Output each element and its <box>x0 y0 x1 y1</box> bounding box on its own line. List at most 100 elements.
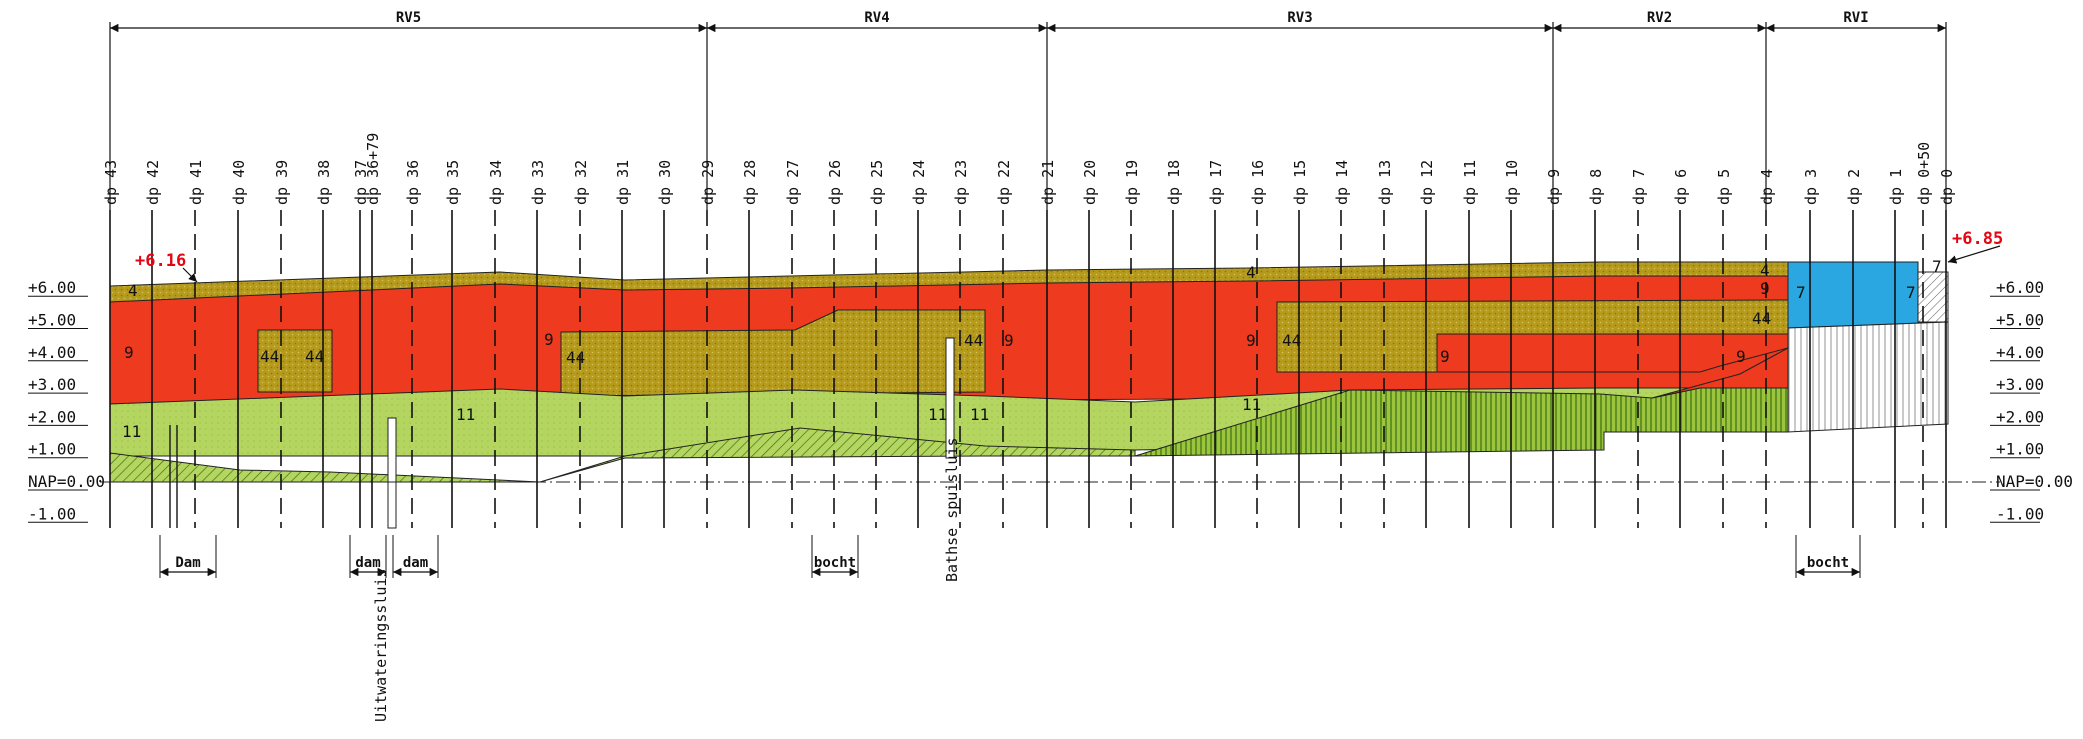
layer-label-top-4: 4 <box>1760 261 1770 280</box>
structure-bar-a <box>387 417 397 529</box>
range-label-3: bocht <box>814 555 856 571</box>
layer-label-blue-0: 7 <box>1932 257 1942 276</box>
crest-arrow-1 <box>1947 245 2001 264</box>
dp-label-dp-35: dp 35 <box>444 160 462 205</box>
layer-label-block-38: 44 <box>305 347 324 366</box>
dp-label-dp-24: dp 24 <box>910 160 928 205</box>
range-label-1: dam <box>355 555 380 571</box>
dp-label-dp-11: dp 11 <box>1461 160 1479 205</box>
elevation-label-left-2: +4.00 <box>28 343 76 362</box>
layer-dhatch <box>109 427 1136 483</box>
elevation-label-left-0: +6.00 <box>28 278 76 297</box>
dp-label-dp-16: dp 16 <box>1249 160 1267 205</box>
soil-layers <box>109 261 1949 529</box>
elevation-label-right-5: +1.00 <box>1996 440 2044 459</box>
section-label-RV4: RV4 <box>864 10 889 26</box>
dp-label-dp-27: dp 27 <box>784 160 802 205</box>
range-label-0: Dam <box>175 555 200 571</box>
dp-label-dp-21: dp 21 <box>1039 160 1057 205</box>
elevation-label-left-3: +3.00 <box>28 375 76 394</box>
layer-label-blue-1: 7 <box>1906 283 1916 302</box>
elevation-label-left-5: +1.00 <box>28 440 76 459</box>
layer-white-dhatch <box>1917 271 1949 323</box>
dp-label-dp-34: dp 34 <box>487 160 505 205</box>
layer-label-green-left: 11 <box>122 422 141 441</box>
dp-label-dp-31: dp 31 <box>614 160 632 205</box>
elevation-label-left-1: +5.00 <box>28 311 76 330</box>
dp-label-dp-32: dp 32 <box>572 160 590 205</box>
dp-label-dp-29: dp 29 <box>699 160 717 205</box>
dp-label-dp-8: dp 8 <box>1587 169 1605 205</box>
layer-label-red-4b: 9 <box>1736 347 1746 366</box>
layer-white-hatch <box>1787 321 1949 433</box>
dp-label-dp-39: dp 39 <box>273 160 291 205</box>
dp-label-dp-25: dp 25 <box>868 160 886 205</box>
layer-label-block-22: 44 <box>964 331 983 350</box>
layer-label-block-39: 44 <box>260 347 279 366</box>
dp-label-dp-30: dp 30 <box>656 160 674 205</box>
layer-label-top-17: 4 <box>1246 263 1256 282</box>
range-label-2: dam <box>403 555 428 571</box>
section-label-RV5: RV5 <box>396 10 421 26</box>
structure-label-1: Bathse spuisluis <box>943 438 961 583</box>
dp-label-dp-12: dp 12 <box>1418 160 1436 205</box>
dp-label-dp-41: dp 41 <box>187 160 205 205</box>
structure-bar-b <box>945 337 955 459</box>
layer-label-green-34: 11 <box>456 405 475 424</box>
dp-label-dp-36: dp 36 <box>404 160 422 205</box>
dp-label-dp-1: dp 1 <box>1887 169 1905 205</box>
dp-label-dp-37: dp 37 <box>352 160 370 205</box>
elevation-label-right-1: +5.00 <box>1996 311 2044 330</box>
section-label-RV3: RV3 <box>1287 10 1312 26</box>
dp-label-dp-18: dp 18 <box>1165 160 1183 205</box>
elevation-label-right-3: +3.00 <box>1996 375 2044 394</box>
layer-label-blue-3: 7 <box>1796 283 1806 302</box>
dp-label-dp-19: dp 19 <box>1123 160 1141 205</box>
dp-label-dp-9: dp 9 <box>1545 169 1563 205</box>
elevation-label-right-7: -1.00 <box>1996 504 2044 523</box>
layer-label-red-12: 9 <box>1440 347 1450 366</box>
elevation-label-right-4: +2.00 <box>1996 407 2044 426</box>
dp-label-dp-42: dp 42 <box>144 160 162 205</box>
dp-label-dp-0: dp 0 <box>1938 169 1956 205</box>
dp-label-dp-0plus50: dp 0+50 <box>1915 142 1933 205</box>
elevation-label-left-4: +2.00 <box>28 407 76 426</box>
dp-label-dp-28: dp 28 <box>741 160 759 205</box>
layer-label-red-left: 9 <box>124 343 134 362</box>
dp-label-dp-5: dp 5 <box>1715 169 1733 205</box>
layer-label-block-32: 44 <box>566 348 585 367</box>
structure-label-0: Uitwateringssluis <box>372 568 390 722</box>
elevation-label-left-6: NAP=0.00 <box>28 472 105 491</box>
dp-label-dp-20: dp 20 <box>1081 160 1099 205</box>
crest-arrow-0 <box>182 267 198 283</box>
elevation-label-right-0: +6.00 <box>1996 278 2044 297</box>
dp-label-dp-17: dp 17 <box>1207 160 1225 205</box>
section-label-RV2: RV2 <box>1647 10 1672 26</box>
dp-label-dp-7: dp 7 <box>1630 169 1648 205</box>
dp-label-dp-33: dp 33 <box>529 160 547 205</box>
dp-label-dp-26: dp 26 <box>826 160 844 205</box>
layer-label-red-4: 9 <box>1760 279 1770 298</box>
dp-label-dp-6: dp 6 <box>1672 169 1690 205</box>
layer-label-red-33: 9 <box>544 330 554 349</box>
layer-label-green-24b: 11 <box>970 405 989 424</box>
dp-label-dp-2: dp 2 <box>1845 169 1863 205</box>
range-label-4: bocht <box>1807 555 1849 571</box>
layer-44-block-a <box>257 329 333 393</box>
elevation-label-left-7: -1.00 <box>28 504 76 523</box>
layer-label-green-16: 11 <box>1242 395 1261 414</box>
layer-label-red-17: 9 <box>1246 331 1256 350</box>
dp-label-dp-4: dp 4 <box>1758 169 1776 205</box>
crest-annotation-0: +6.16 <box>135 251 186 271</box>
dp-label-dp-43: dp 43 <box>102 160 120 205</box>
crest-annotation-1: +6.85 <box>1952 229 2003 249</box>
layer-label-red-22: 9 <box>1004 331 1014 350</box>
layer-label-block-16: 44 <box>1282 331 1301 350</box>
layer-label-green-24a: 11 <box>928 405 947 424</box>
section-label-RVI: RVI <box>1843 10 1868 26</box>
dp-label-dp-15: dp 15 <box>1291 160 1309 205</box>
dp-label-dp-40: dp 40 <box>230 160 248 205</box>
